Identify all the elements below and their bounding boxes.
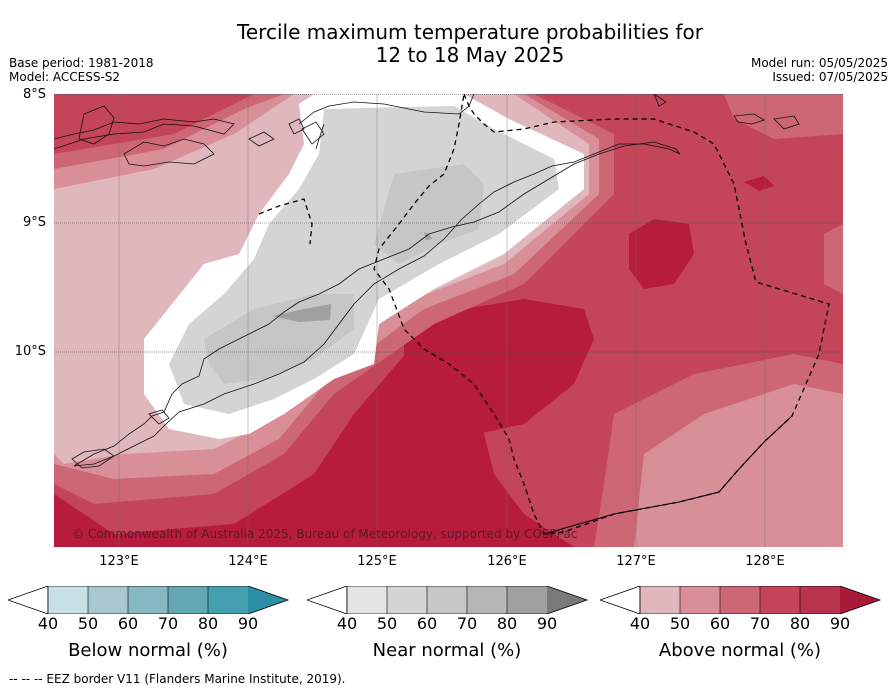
lat-label-8s: 8°S [22,87,46,102]
above-90-patch-small [744,176,774,191]
base-period-text: Base period: 1981-2018 [9,56,154,70]
alor-coast [54,118,235,150]
above-70-zone-east-edge [824,224,843,294]
below-colorbar-left-arrow [8,586,49,614]
above-tick-60: 60 [709,614,731,633]
above-70-zone-northeast [724,94,843,139]
below-colorbar-70 [128,586,168,614]
below-tick-40: 40 [37,614,59,633]
eez-border-solid [543,415,793,535]
timor-coast [73,141,681,467]
above-colorbar-60 [680,586,720,614]
below-tick-90: 90 [237,614,259,633]
map-title-line2: 12 to 18 May 2025 [375,43,565,67]
below-tick-80: 80 [197,614,219,633]
alor-island-coast [123,138,215,167]
above-colorbar-left-arrow [600,586,641,614]
above-colorbar-90 [800,586,840,614]
above-tick-40: 40 [629,614,651,633]
above-90-patch-center [404,299,594,439]
near-tick-40: 40 [336,614,358,633]
below-tick-70: 70 [157,614,179,633]
near-70-zone [272,304,331,322]
map-title-line1: Tercile maximum temperature probabilitie… [237,20,703,44]
atauro-coast [301,121,325,145]
near-tick-50: 50 [376,614,398,633]
near-colorbar-right-arrow [547,586,587,614]
below-normal-colorbar [8,586,290,614]
below-colorbar-60 [88,586,128,614]
near-tick-60: 60 [416,614,438,633]
above-tick-80: 80 [789,614,811,633]
above-tick-50: 50 [669,614,691,633]
rote-coast [71,448,115,469]
lat-label-9s: 9°S [22,215,46,230]
near-normal-colorbar [307,586,589,614]
moa-coast [773,115,800,130]
near-normal-label: Near normal (%) [372,640,522,661]
lon-label-123e: 123°E [99,554,139,569]
near-tick-90: 90 [536,614,558,633]
near-60-zone [374,164,484,264]
eez-border-west [258,198,313,245]
near-colorbar-60 [387,586,427,614]
near-colorbar-50 [347,586,387,614]
lat-label-10s: 10°S [14,344,46,359]
near-tick-80: 80 [496,614,518,633]
near-colorbar-70 [427,586,467,614]
below-colorbar-90 [208,586,248,614]
near-colorbar-90 [507,586,547,614]
near-70-zone-2 [424,232,432,240]
near-colorbar-left-arrow [307,586,348,614]
above-normal-colorbar [600,586,882,614]
below-colorbar-right-arrow [248,586,288,614]
above-90-patch-east [629,219,694,289]
small-island-1 [248,131,275,147]
above-colorbar-70 [720,586,760,614]
above-colorbar-right-arrow [840,586,880,614]
lon-label-124e: 124°E [228,554,268,569]
above-colorbar-50 [640,586,680,614]
lon-label-128e: 128°E [745,554,785,569]
above-tick-70: 70 [749,614,771,633]
eez-footnote: -- -- -- EEZ border V11 (Flanders Marine… [9,672,346,686]
below-normal-label: Below normal (%) [68,640,228,661]
near-colorbar-80 [467,586,507,614]
leti-coast [733,113,765,125]
below-colorbar-80 [168,586,208,614]
flores-islands-coast [78,105,115,145]
kisar-coast [653,94,667,107]
graticule [54,94,843,353]
model-text: Model: ACCESS-S2 [9,70,121,84]
model-run-text: Model run: 05/05/2025 [750,56,888,70]
above-colorbar-80 [760,586,800,614]
meridians [118,94,766,547]
coastlines [54,94,800,469]
semau-coast [148,409,170,425]
below-tick-50: 50 [77,614,99,633]
small-island-2 [288,118,305,135]
near-tick-70: 70 [456,614,478,633]
wetar-coast [298,94,475,150]
lon-label-127e: 127°E [616,554,656,569]
probability-map: © Commonwealth of Australia 2025, Bureau… [54,94,843,547]
below-colorbar-50 [48,586,88,614]
above-tick-90: 90 [829,614,851,633]
copyright-text: © Commonwealth of Australia 2025, Bureau… [72,527,577,541]
lon-label-126e: 126°E [487,554,527,569]
above-60-zone-southeast [634,384,843,547]
issued-text: Issued: 07/05/2025 [772,70,888,84]
below-tick-60: 60 [117,614,139,633]
lon-label-125e: 125°E [357,554,397,569]
above-normal-label: Above normal (%) [658,640,822,661]
